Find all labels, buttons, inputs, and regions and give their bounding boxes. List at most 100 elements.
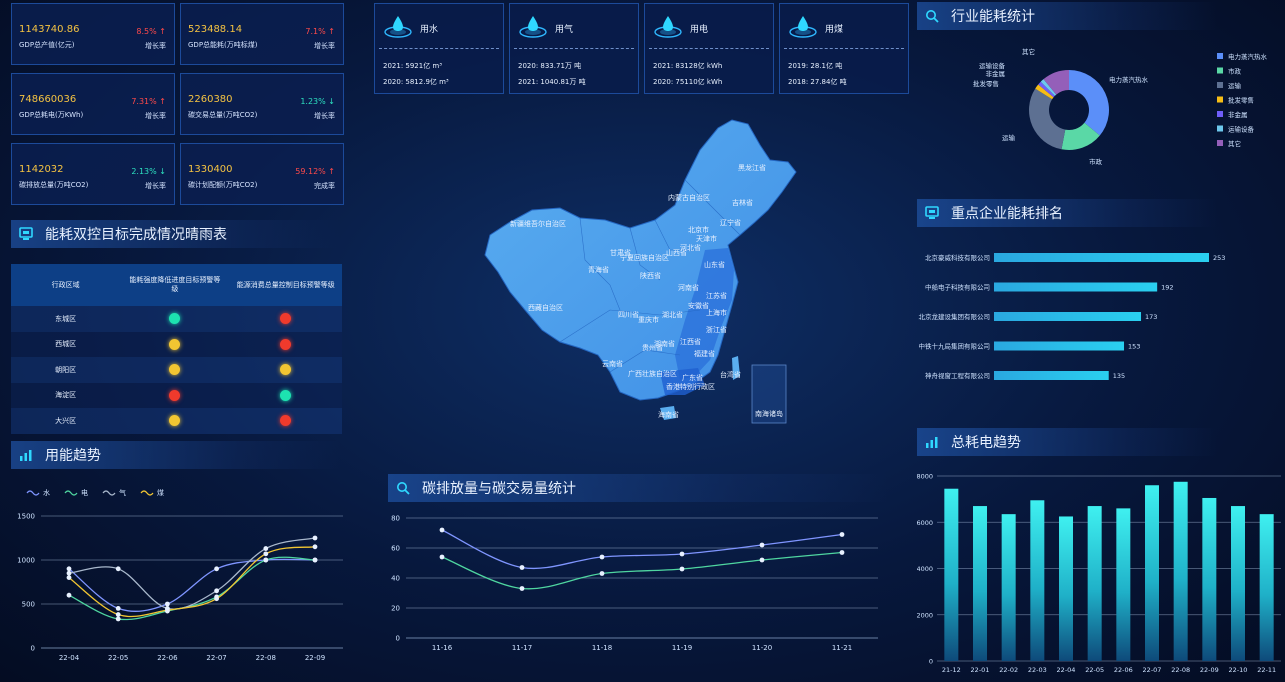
data-point[interactable] bbox=[439, 554, 445, 560]
pie-slice[interactable] bbox=[1040, 79, 1057, 96]
province-label: 西藏自治区 bbox=[528, 303, 563, 312]
data-point[interactable] bbox=[165, 607, 170, 613]
data-point[interactable] bbox=[115, 606, 121, 611]
data-point[interactable] bbox=[839, 550, 845, 555]
map-taiwan[interactable] bbox=[732, 356, 740, 380]
x-tick-label: 11-21 bbox=[832, 644, 852, 652]
province-label: 宁夏回族自治区 bbox=[620, 253, 669, 262]
data-point[interactable] bbox=[115, 612, 121, 617]
legend-swatch bbox=[1217, 67, 1223, 74]
data-point[interactable] bbox=[263, 557, 269, 563]
province-label: 云南省 bbox=[602, 359, 623, 368]
bar[interactable] bbox=[994, 282, 1158, 292]
kpi-card: 523488.14 GDP总能耗(万吨标煤) 7.1% ↑ 增长率 bbox=[180, 3, 344, 65]
bar[interactable] bbox=[1145, 485, 1159, 661]
bar[interactable] bbox=[1202, 497, 1217, 661]
data-point[interactable] bbox=[312, 544, 318, 550]
data-point[interactable] bbox=[439, 527, 445, 533]
ranking-chart: 北京豪威科技有限公司 253 中船电子科技有限公司 192 北京龙建设集团有限公司 173… bbox=[919, 253, 1225, 380]
data-point[interactable] bbox=[115, 566, 121, 572]
x-tick-label: 22-08 bbox=[256, 654, 276, 662]
data-point[interactable] bbox=[312, 535, 318, 541]
data-point[interactable] bbox=[759, 542, 765, 548]
map-hainan[interactable] bbox=[660, 406, 676, 420]
total-light-cell bbox=[229, 313, 342, 325]
kpi-value: 2260380 bbox=[188, 94, 233, 105]
kpi-card: 1142032 碳排放总量(万吨CO2) 2.13% ↓ 增长率 bbox=[11, 143, 175, 205]
bar[interactable] bbox=[1059, 516, 1073, 661]
bar[interactable] bbox=[1259, 514, 1274, 661]
bar[interactable] bbox=[973, 506, 987, 661]
data-point[interactable] bbox=[263, 546, 269, 551]
bar[interactable] bbox=[1087, 506, 1102, 661]
x-tick-label: 22-01 bbox=[971, 666, 990, 674]
status-light bbox=[280, 338, 292, 350]
data-point[interactable] bbox=[519, 565, 525, 570]
data-point[interactable] bbox=[214, 588, 220, 594]
pie-slice[interactable] bbox=[1035, 84, 1054, 100]
gas-icon bbox=[519, 16, 547, 38]
table-row[interactable]: 东城区 bbox=[11, 306, 342, 332]
bar[interactable] bbox=[1001, 514, 1016, 661]
divider bbox=[649, 48, 769, 49]
province-label: 黑龙江省 bbox=[738, 163, 766, 172]
table-row[interactable]: 朝阳区 bbox=[11, 357, 342, 383]
bar[interactable] bbox=[1231, 506, 1245, 661]
pie-slice[interactable] bbox=[1038, 81, 1055, 98]
bar[interactable] bbox=[994, 312, 1142, 321]
bar[interactable] bbox=[1116, 508, 1131, 661]
kpi-change-label: 增长率 bbox=[145, 182, 166, 190]
table-row[interactable]: 海淀区 bbox=[11, 382, 342, 408]
data-point[interactable] bbox=[214, 596, 220, 602]
bar[interactable] bbox=[1030, 500, 1045, 661]
slice-label: 非金属 bbox=[986, 69, 1006, 78]
data-point[interactable] bbox=[759, 557, 765, 563]
water-drop-icon bbox=[384, 16, 412, 38]
x-tick-label: 22-07 bbox=[1143, 666, 1162, 674]
province-label: 浙江省 bbox=[706, 325, 727, 334]
kpi-label: GDP总耗电(万KWh) bbox=[19, 111, 84, 119]
pie-slice[interactable] bbox=[1061, 122, 1100, 150]
table-row[interactable]: 大兴区 bbox=[11, 408, 342, 434]
intensity-light-cell bbox=[120, 389, 229, 401]
map-guangdong[interactable] bbox=[660, 368, 705, 395]
resource-stat-1: 2019: 28.1亿 吨 bbox=[788, 62, 843, 70]
data-point[interactable] bbox=[165, 601, 170, 607]
data-point[interactable] bbox=[66, 592, 72, 598]
y-tick-label: 1000 bbox=[17, 557, 35, 565]
data-point[interactable] bbox=[263, 551, 269, 557]
bar[interactable] bbox=[994, 341, 1125, 351]
data-point[interactable] bbox=[839, 532, 845, 537]
data-point[interactable] bbox=[519, 586, 525, 591]
data-point[interactable] bbox=[66, 575, 72, 580]
data-point[interactable] bbox=[599, 554, 605, 560]
table-row[interactable]: 西城区 bbox=[11, 331, 342, 357]
data-point[interactable] bbox=[599, 571, 605, 576]
y-tick-label: 0 bbox=[396, 635, 400, 643]
map-east-region[interactable] bbox=[675, 248, 734, 380]
kpi-card: 748660036 GDP总耗电(万KWh) 7.31% ↑ 增长率 bbox=[11, 73, 175, 135]
bar[interactable] bbox=[994, 371, 1109, 380]
bar[interactable] bbox=[944, 488, 959, 661]
data-point[interactable] bbox=[66, 566, 72, 572]
kpi-card: 1143740.86 GDP总产值(亿元) 8.5% ↑ 增长率 bbox=[11, 3, 175, 65]
resource-stat-2: 2020: 75110亿 kWh bbox=[653, 78, 723, 86]
pie-slice[interactable] bbox=[1069, 70, 1109, 136]
data-point[interactable] bbox=[679, 551, 685, 557]
status-light bbox=[169, 389, 181, 401]
data-point[interactable] bbox=[214, 566, 220, 572]
data-point[interactable] bbox=[312, 557, 318, 563]
bar[interactable] bbox=[994, 253, 1209, 262]
data-point[interactable] bbox=[679, 566, 685, 572]
data-point[interactable] bbox=[66, 570, 72, 576]
series-line bbox=[68, 537, 316, 610]
legend-label: 运输设备 bbox=[1228, 125, 1255, 134]
x-tick-label: 22-10 bbox=[1229, 666, 1248, 674]
divider bbox=[514, 48, 634, 49]
data-point[interactable] bbox=[115, 616, 121, 622]
pie-slice[interactable] bbox=[1043, 70, 1069, 95]
bar[interactable] bbox=[1173, 481, 1188, 661]
x-tick-label: 22-02 bbox=[999, 666, 1018, 674]
pie-slice[interactable] bbox=[1029, 88, 1066, 150]
